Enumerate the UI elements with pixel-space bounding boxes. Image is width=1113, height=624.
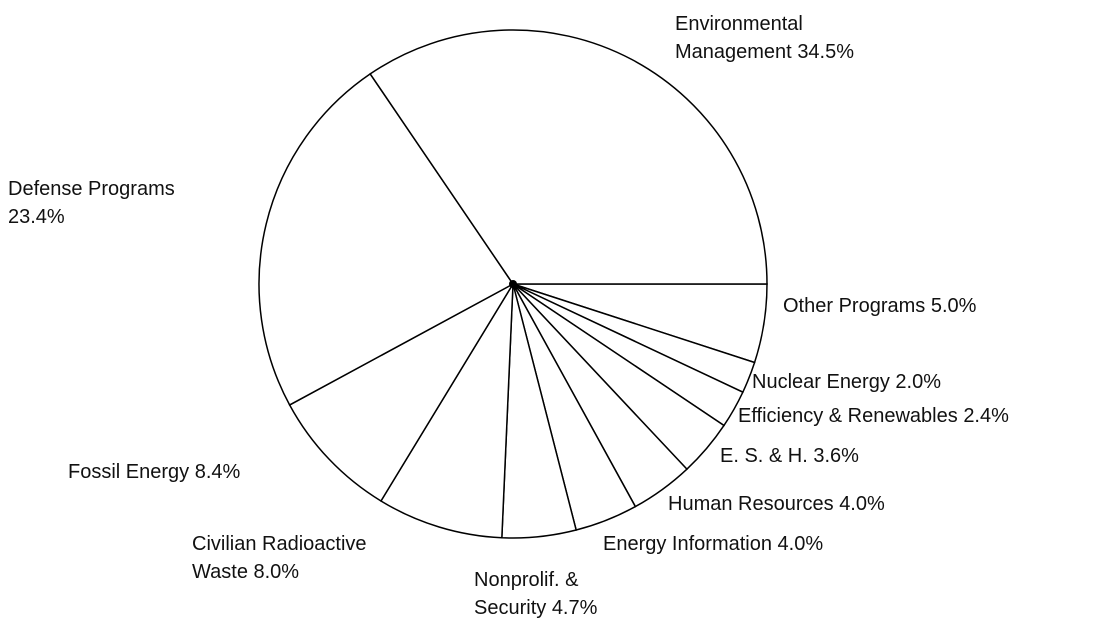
category-label: Defense Programs xyxy=(8,178,175,200)
slice-label: Defense Programs 23.4% xyxy=(8,175,175,231)
value-label: 8.0% xyxy=(253,561,300,583)
slice-label: E. S. & H. 3.6% xyxy=(720,442,859,470)
slice-label: Nonprolif. & Security 4.7% xyxy=(474,566,597,622)
value-label: 2.4% xyxy=(963,405,1009,427)
value-label: 3.6% xyxy=(813,445,859,467)
slice-label: Efficiency & Renewables 2.4% xyxy=(738,402,1009,430)
category-label: Efficiency & Renewables xyxy=(738,405,958,427)
slice-label: Other Programs 5.0% xyxy=(783,292,976,320)
pie-slice xyxy=(258,72,515,406)
slice-label: Nuclear Energy 2.0% xyxy=(752,368,941,396)
value-label: 4.7% xyxy=(551,597,598,619)
pie-slice xyxy=(288,282,516,503)
category-label: Civilian Radioactive Waste xyxy=(192,533,367,583)
value-label: 34.5% xyxy=(797,41,855,63)
pie-center xyxy=(509,280,517,288)
category-label: Fossil Energy xyxy=(68,461,190,483)
category-label: Energy Information xyxy=(603,533,772,555)
value-label: 2.0% xyxy=(895,371,941,393)
slice-label: Energy Information 4.0% xyxy=(603,530,823,558)
value-label: 8.4% xyxy=(194,461,241,483)
value-label: 4.0% xyxy=(777,533,824,555)
slice-label: Civilian Radioactive Waste 8.0% xyxy=(192,530,367,586)
pie-slice xyxy=(369,29,768,285)
value-label: 5.0% xyxy=(930,295,977,317)
pie-slice xyxy=(379,283,514,539)
category-label: Environmental Management xyxy=(675,13,803,63)
category-label: E. S. & H. xyxy=(720,445,808,467)
category-label: Nuclear Energy xyxy=(752,371,890,393)
category-label: Other Programs xyxy=(783,295,926,317)
category-label: Human Resources xyxy=(668,493,834,515)
slice-label: Fossil Energy 8.4% xyxy=(68,458,240,486)
category-label: Nonprolif. & Security xyxy=(474,569,579,619)
slice-label: Human Resources 4.0% xyxy=(668,490,885,518)
value-label: 4.0% xyxy=(839,493,885,515)
value-label: 23.4% xyxy=(8,206,65,228)
slice-label: Environmental Management 34.5% xyxy=(675,10,854,66)
